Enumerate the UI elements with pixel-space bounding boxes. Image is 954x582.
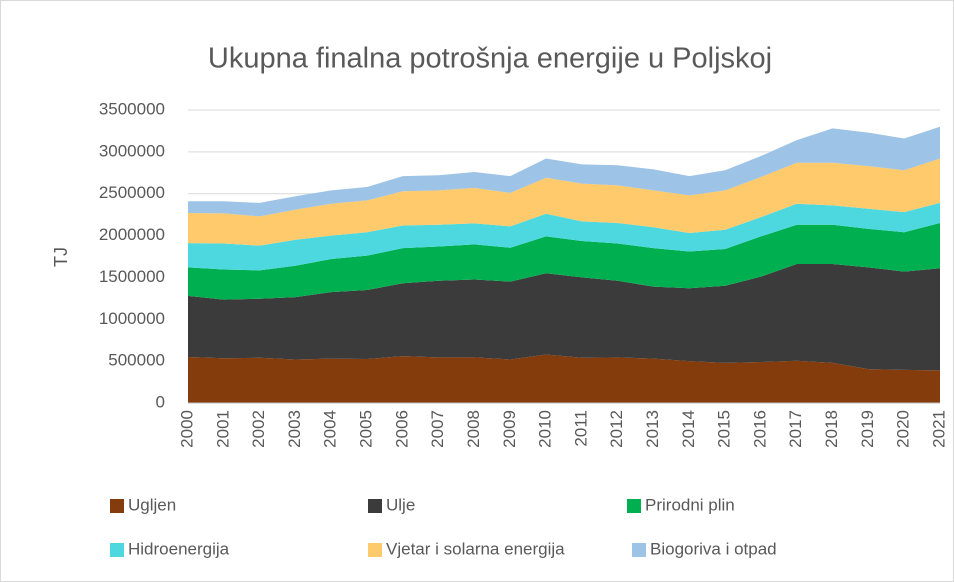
y-tick-label: 3000000: [99, 141, 165, 160]
x-tick-label: 2015: [715, 410, 734, 448]
x-tick-label: 2001: [213, 410, 232, 448]
legend-label: Vjetar i solarna energija: [386, 539, 565, 558]
x-tick-label: 2017: [786, 410, 805, 448]
x-tick-label: 2004: [321, 410, 340, 448]
legend-swatch: [368, 543, 382, 557]
x-tick-label: 2013: [643, 410, 662, 448]
area: [188, 126, 940, 217]
x-tick-label: 2010: [536, 410, 555, 448]
legend-swatch: [110, 499, 124, 513]
chart-title: Ukupna finalna potrošnja energije u Polj…: [208, 43, 772, 75]
legend-swatch: [632, 543, 646, 557]
y-tick-label: 500000: [108, 351, 165, 370]
area: [188, 158, 940, 246]
x-tick-label: 2014: [679, 410, 698, 448]
x-tick-label: 2020: [894, 410, 913, 448]
y-tick-label: 0: [156, 392, 165, 411]
x-tick-label: 2002: [249, 410, 268, 448]
y-tick-label: 1500000: [99, 267, 165, 286]
legend-label: Ulje: [386, 495, 415, 514]
x-tick-label: 2009: [500, 410, 519, 448]
area: [188, 202, 940, 271]
legend-label: Ugljen: [128, 495, 176, 514]
y-tick-label: 2500000: [99, 183, 165, 202]
x-tick-label: 2021: [929, 410, 948, 448]
x-tick-label: 2018: [822, 410, 841, 448]
x-tick-label: 2000: [177, 410, 196, 448]
y-axis-label: TJ: [51, 247, 71, 267]
legend-label: Biogoriva i otpad: [650, 539, 777, 558]
area: [188, 354, 940, 403]
x-tick-label: 2005: [357, 410, 376, 448]
x-tick-label: 2011: [571, 410, 590, 447]
y-tick-label: 2000000: [99, 225, 165, 244]
area: [188, 223, 940, 300]
x-tick-label: 2003: [285, 410, 304, 448]
legend-swatch: [627, 499, 641, 513]
x-tick-label: 2012: [607, 410, 626, 448]
legend-swatch: [368, 499, 382, 513]
legend-swatch: [110, 543, 124, 557]
area: [188, 264, 940, 371]
legend-label: Prirodni plin: [645, 495, 735, 514]
x-tick-label: 2008: [464, 410, 483, 448]
x-tick-label: 2019: [858, 410, 877, 448]
y-tick-label: 3500000: [99, 99, 165, 118]
y-tick-label: 1000000: [99, 309, 165, 328]
x-tick-label: 2006: [392, 410, 411, 448]
x-tick-label: 2007: [428, 410, 447, 448]
x-tick-label: 2016: [750, 410, 769, 448]
legend-label: Hidroenergija: [128, 539, 230, 558]
